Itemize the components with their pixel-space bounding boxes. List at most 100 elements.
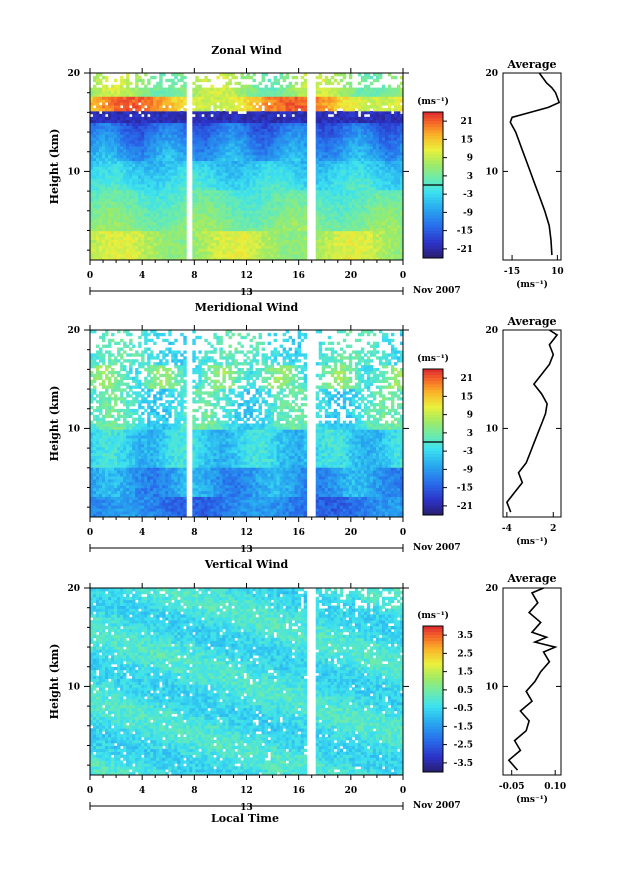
heatmap-cell — [243, 96, 247, 100]
heatmap-cell — [207, 204, 211, 208]
heatmap-cell — [120, 110, 124, 115]
heatmap-cell — [105, 242, 109, 246]
heatmap-cell — [159, 87, 163, 91]
heatmap-cell — [99, 251, 103, 255]
heatmap-cell — [225, 125, 229, 129]
heatmap-cell — [231, 113, 235, 118]
heatmap-cell — [333, 204, 338, 208]
heatmap-cell — [339, 207, 344, 211]
heatmap-cell — [177, 122, 181, 126]
heatmap-cell — [150, 216, 154, 220]
heatmap-cell — [111, 210, 115, 214]
heatmap-cell — [351, 219, 356, 223]
heatmap-cell — [315, 233, 320, 238]
heatmap-cell — [135, 257, 139, 261]
heatmap-cell — [231, 210, 235, 214]
heatmap-cell — [228, 128, 232, 132]
heatmap-cell — [276, 236, 281, 240]
heatmap-cell — [204, 184, 208, 188]
heatmap-cell — [249, 195, 253, 200]
heatmap-cell — [165, 116, 169, 121]
heatmap-cell — [279, 137, 284, 141]
heatmap-cell — [102, 169, 106, 173]
heatmap-cell — [237, 146, 241, 150]
heatmap-cell — [177, 166, 181, 170]
heatmap-cell — [252, 128, 256, 132]
heatmap-cell — [210, 137, 214, 141]
heatmap-cell — [339, 227, 344, 232]
heatmap-cell — [279, 105, 284, 109]
heatmap-cell — [315, 186, 320, 191]
heatmap-cell — [261, 96, 265, 100]
heatmap-cell — [129, 198, 133, 202]
heatmap-cell — [90, 137, 94, 141]
heatmap-cell — [93, 207, 97, 211]
heatmap-cell — [261, 93, 265, 97]
heatmap-cell — [111, 224, 115, 229]
heatmap-cell — [270, 102, 274, 106]
heatmap-cell — [93, 210, 97, 214]
heatmap-cell — [162, 73, 166, 77]
heatmap-cell — [168, 213, 172, 217]
heatmap-cell — [279, 242, 284, 246]
heatmap-cell — [222, 163, 226, 167]
heatmap-cell — [216, 169, 220, 173]
heatmap-cell — [141, 184, 145, 188]
heatmap-cell — [159, 216, 163, 220]
heatmap-cell — [321, 245, 326, 249]
heatmap-cell — [93, 119, 97, 124]
heatmap-cell — [258, 163, 262, 167]
heatmap-cell — [120, 224, 124, 229]
heatmap-cell — [222, 113, 226, 118]
heatmap-cell — [324, 186, 329, 191]
heatmap-cell — [252, 204, 256, 208]
heatmap-cell — [222, 213, 226, 217]
heatmap-cell — [285, 204, 290, 208]
heatmap-cell — [345, 166, 350, 170]
heatmap-cell — [264, 84, 268, 89]
heatmap-cell — [249, 148, 253, 153]
heatmap-cell — [192, 116, 196, 121]
heatmap-cell — [195, 233, 199, 238]
heatmap-cell — [117, 166, 121, 170]
heatmap-cell — [120, 201, 124, 205]
heatmap-cell — [126, 93, 130, 97]
heatmap-cell — [225, 239, 229, 243]
heatmap-cell — [240, 227, 244, 232]
heatmap-cell — [96, 230, 100, 235]
heatmap-cell — [285, 239, 290, 243]
heatmap-cell — [345, 122, 350, 126]
heatmap-cell — [348, 207, 353, 211]
heatmap-cell — [261, 99, 265, 103]
heatmap-cell — [297, 102, 302, 106]
heatmap-cell — [183, 227, 187, 232]
heatmap-cell — [285, 169, 290, 173]
heatmap-cell — [285, 184, 290, 188]
heatmap-cell — [138, 257, 142, 261]
heatmap-cell — [279, 251, 284, 255]
heatmap-cell — [198, 151, 202, 156]
heatmap-cell — [159, 236, 163, 240]
heatmap-cell — [180, 233, 184, 238]
heatmap-cell — [291, 184, 296, 188]
heatmap-cell — [102, 134, 106, 138]
heatmap-cell — [117, 251, 121, 255]
heatmap-cell — [285, 119, 290, 124]
heatmap-cell — [342, 108, 347, 112]
heatmap-cell — [207, 113, 211, 118]
heatmap-cell — [285, 178, 290, 182]
heatmap-cell — [168, 239, 172, 243]
heatmap-cell — [90, 248, 94, 252]
heatmap-cell — [282, 151, 287, 156]
heatmap-cell — [153, 184, 157, 188]
heatmap-cell — [225, 233, 229, 238]
heatmap-cell — [282, 105, 287, 109]
heatmap-cell — [177, 192, 181, 197]
heatmap-cell — [348, 227, 353, 232]
heatmap-cell — [255, 233, 259, 238]
heatmap-cell — [321, 131, 326, 135]
heatmap-cell — [303, 108, 308, 112]
heatmap-cell — [246, 186, 250, 191]
heatmap-cell — [336, 198, 341, 202]
